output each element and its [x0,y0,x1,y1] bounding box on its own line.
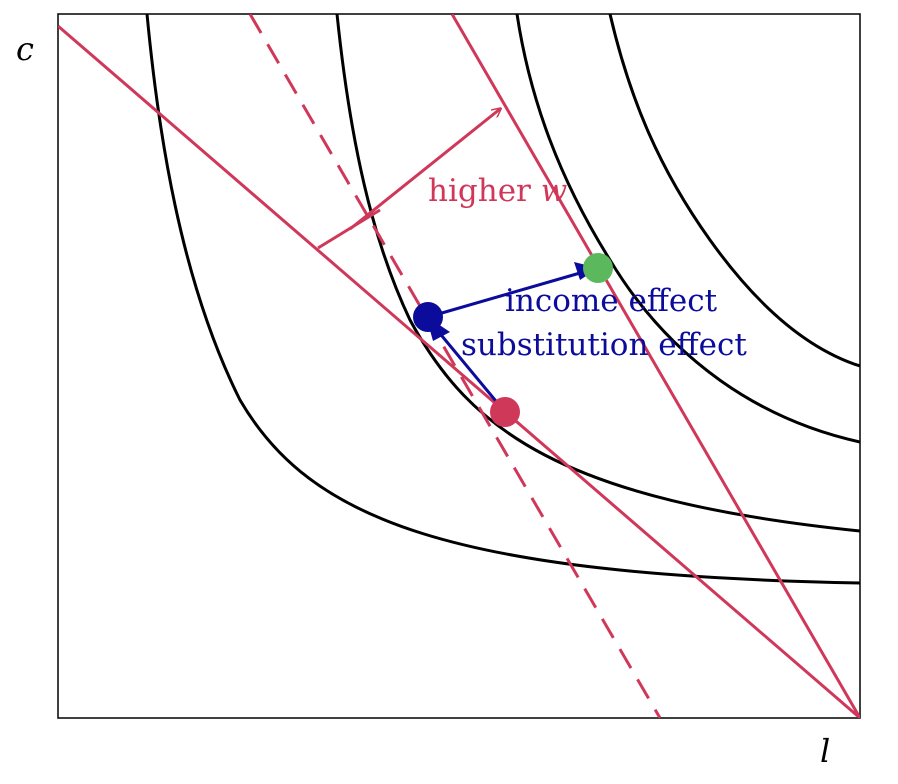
indifference-curve-2 [335,14,860,533]
substitution-effect-label: substitution effect [461,327,747,363]
wage-arrow [349,109,500,231]
substitution-effect-arrow [435,329,507,413]
plot-frame [57,13,861,719]
budget-line-compensated [248,14,662,718]
income-effect-label: income effect [505,283,718,319]
substitution-point [413,302,443,332]
original-optimum-point [490,397,520,427]
y-axis-label: c [16,30,34,68]
indifference-curve-4 [608,14,860,368]
budget-line-original [58,24,860,718]
x-axis-label: l [820,732,830,770]
income-effect-arrow [427,271,581,319]
wage-arrow-base [317,208,381,250]
wage-label: higher w [428,173,567,209]
budget-line-higher-wage [450,14,860,718]
new-optimum-point [583,253,613,283]
